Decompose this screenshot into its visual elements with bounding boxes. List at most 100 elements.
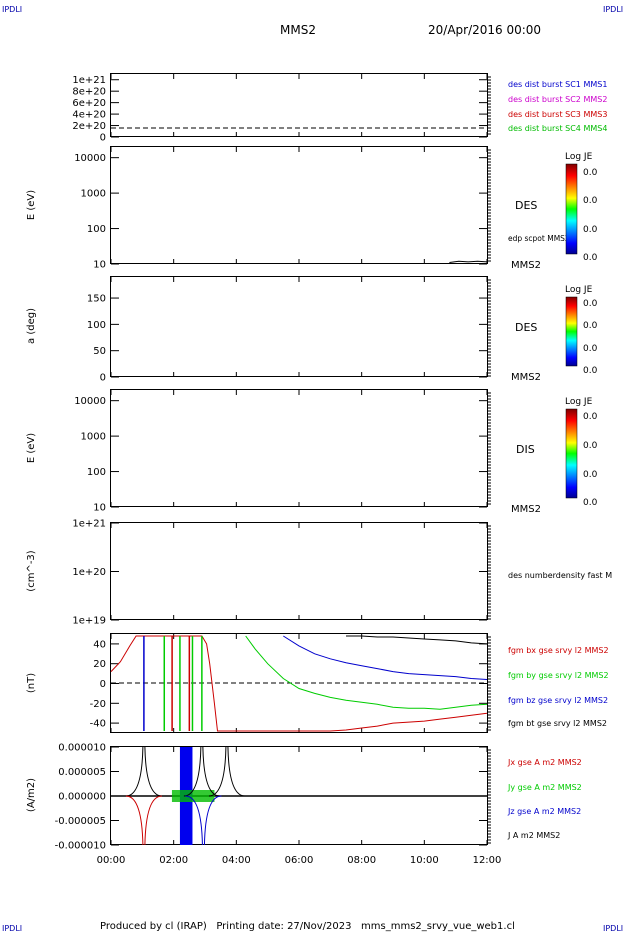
y-tick-label: 1000 [81, 432, 106, 443]
colorbar-title: Log JE [565, 397, 593, 407]
label-des-pitch-sc: MMS2 [511, 372, 541, 383]
panel-density-frame [110, 522, 488, 620]
y-tick-label: 50 [93, 346, 106, 357]
x-tick-label: 00:00 [97, 855, 126, 866]
current-spike [183, 746, 220, 797]
current-spike [208, 746, 246, 797]
minor-ticks [110, 74, 491, 846]
colorbar-tick: 0.0 [583, 470, 598, 480]
y-tick-labels: 1e+218e+206e+204e+202e+20010000100010010… [55, 75, 106, 851]
y-tick-label: 2e+20 [72, 121, 106, 132]
current-spike [125, 746, 162, 797]
colorbar-tick: 0.0 [583, 412, 598, 422]
y-tick-label: 6e+20 [72, 98, 106, 109]
legend-jy: Jy gse A m2 MMS2 [507, 783, 582, 792]
y-tick-label: 100 [87, 467, 106, 478]
y-tick-label: 10 [93, 260, 106, 271]
x-tick-label: 08:00 [347, 855, 376, 866]
legend-j: J A m2 MMS2 [507, 831, 560, 840]
current-spike [185, 795, 222, 846]
legend-dist-mms2: des dist burst SC2 MMS2 [508, 95, 607, 104]
legend-jz: Jz gse A m2 MMS2 [507, 807, 581, 816]
legend-dist-mms1: des dist burst SC1 MMS1 [508, 80, 607, 89]
y-tick-label: 10 [93, 503, 106, 514]
label-des-energy-sc: MMS2 [511, 260, 541, 271]
y-tick-label: 4e+20 [72, 110, 106, 121]
y-tick-label: 10000 [74, 153, 106, 164]
y-tick-label: 0.000000 [58, 792, 106, 803]
y-tick-label: -20 [90, 699, 106, 710]
corner-mark-top-right: IPDLI [603, 5, 623, 14]
y-tick-label: 100 [87, 320, 106, 331]
legend-fgm-bz: fgm bz gse srvy l2 MMS2 [508, 696, 608, 705]
y-tick-label: 20 [93, 659, 106, 670]
panel-des-energy-frame [110, 146, 488, 264]
fgm-series-line [346, 635, 488, 645]
spacecraft-title: MMS2 [280, 23, 316, 37]
y-tick-label: 1000 [81, 189, 106, 200]
corner-mark-bottom-left: IPDLI [2, 924, 22, 933]
x-tick-label: 12:00 [473, 855, 502, 866]
y-tick-label: 0 [100, 679, 106, 690]
y-tick-label: 10000 [74, 396, 106, 407]
y-tick-label: 1e+21 [72, 75, 106, 86]
label-dis-energy-sc: MMS2 [511, 504, 541, 515]
label-des-pitch: DES [515, 321, 537, 334]
y-tick-label: 150 [87, 294, 106, 305]
colorbar-tick: 0.0 [583, 321, 598, 331]
panel-des-dist-frame [110, 73, 488, 137]
fgm-series-line [110, 635, 488, 732]
current-plot [111, 746, 487, 846]
colorbar-title: Log JE [565, 152, 593, 162]
y-tick-label: -0.000005 [55, 816, 106, 827]
legend-fgm-by: fgm by gse srvy l2 MMS2 [508, 671, 609, 680]
y-tick-label: 0 [100, 373, 106, 384]
corner-mark-bottom-right: IPDLI [603, 924, 623, 933]
colorbar-tick: 0.0 [583, 196, 598, 206]
colorbar-tick: 0.0 [583, 366, 598, 376]
colorbar-title: Log JE [565, 285, 593, 295]
colorbar-tick: 0.0 [583, 253, 598, 263]
ylabel-fgm: (nT) [26, 673, 37, 693]
x-tick-label: 10:00 [410, 855, 439, 866]
colorbar-tick: 0.0 [583, 299, 598, 309]
colorbar-tick: 0.0 [583, 344, 598, 354]
current-jy-band [171, 790, 215, 802]
y-tick-label: -40 [90, 719, 106, 730]
fgm-series-line [245, 635, 488, 710]
date-title: 20/Apr/2016 00:00 [428, 23, 541, 37]
colorbar-tick: 0.0 [583, 498, 598, 508]
x-tick-label: 06:00 [285, 855, 314, 866]
colorbar-tick: 0.0 [583, 225, 598, 235]
x-tick-label: 04:00 [222, 855, 251, 866]
ylabel-des-energy: E (eV) [26, 190, 37, 220]
y-tick-label: 0.000005 [58, 767, 106, 778]
y-tick-label: 1e+19 [72, 616, 106, 627]
legend-fgm-bx: fgm bx gse srvy l2 MMS2 [508, 646, 609, 655]
label-edp-scpot: edp scpot MMS2 [508, 234, 570, 243]
ylabel-density: (cm^-3) [26, 550, 37, 591]
y-tick-label: 100 [87, 224, 106, 235]
label-des-energy: DES [515, 199, 537, 212]
scpot-line [449, 260, 488, 264]
legend-fgm-bt: fgm bt gse srvy l2 MMS2 [508, 719, 607, 728]
panel-dis-energy-frame [110, 389, 488, 507]
colorbar-des-energy: Log JE 0.0 0.0 0.0 0.0 [565, 152, 598, 263]
ylabel-current: (A/m2) [26, 778, 37, 812]
y-tick-label: 0.000010 [58, 743, 106, 754]
fgm-plot [110, 635, 488, 732]
legend-jx: Jx gse A m2 MMS2 [507, 758, 582, 767]
scpot-overlay [449, 260, 488, 264]
colorbar-des-pitch: Log JE 0.0 0.0 0.0 0.0 [565, 285, 598, 376]
colorbar-tick: 0.0 [583, 441, 598, 451]
x-tick-label: 02:00 [159, 855, 188, 866]
fgm-series-line [283, 635, 488, 680]
colorbar-dis-energy: Log JE 0.0 0.0 0.0 0.0 [565, 397, 598, 508]
x-tick-labels: 00:00 02:00 04:00 06:00 08:00 10:00 12:00 [97, 855, 502, 866]
y-tick-label: 40 [93, 639, 106, 650]
footer-credit: Produced by cl (IRAP) Printing date: 27/… [100, 921, 515, 932]
y-tick-label: -0.000010 [55, 841, 106, 852]
corner-mark-top-left: IPDLI [2, 5, 22, 14]
legend-density: des numberdensity fast M [508, 571, 612, 580]
